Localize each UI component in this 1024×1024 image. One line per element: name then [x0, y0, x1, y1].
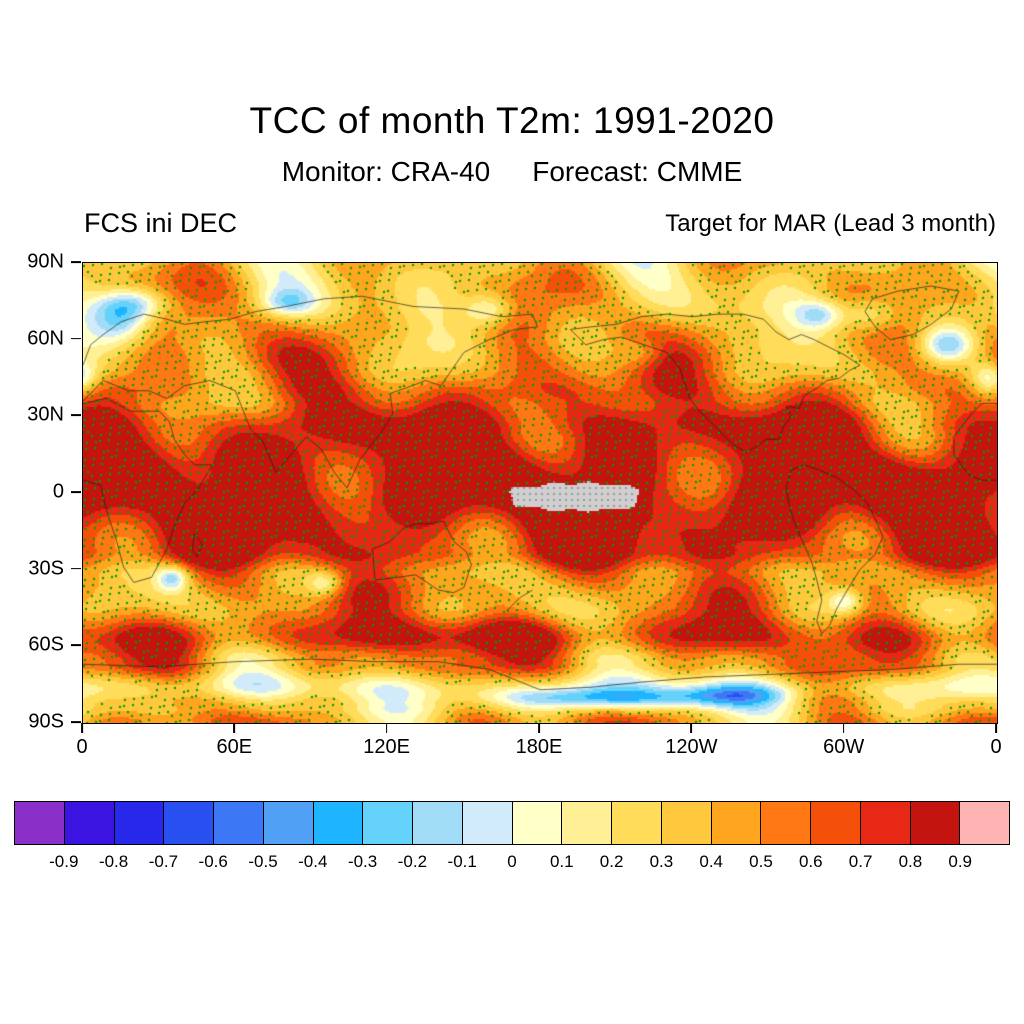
- y-axis-tick-mark: [71, 414, 81, 417]
- colorbar-segment: [113, 802, 164, 844]
- y-axis-tick-mark: [71, 491, 81, 493]
- colorbar-segment: [561, 802, 611, 844]
- colorbar-tick-label: -0.4: [298, 852, 328, 871]
- colorbar-tick-label: 0.1: [549, 852, 574, 871]
- colorbar-segment: [810, 802, 860, 844]
- colorbar-segment: [213, 802, 263, 844]
- x-axis-tick-label: 0: [76, 736, 88, 758]
- colorbar: [14, 801, 1010, 845]
- map-canvas: [83, 263, 997, 723]
- y-axis-tick-mark: [71, 721, 81, 723]
- colorbar-segment: [909, 802, 960, 844]
- colorbar-segment: [15, 802, 64, 844]
- x-axis-tick-mark: [233, 723, 236, 733]
- target-label: Target for MAR (Lead 3 month): [665, 210, 996, 237]
- colorbar-segment: [262, 802, 313, 844]
- figure-subtitle: Monitor: CRA-40 Forecast: CMME: [0, 156, 1024, 188]
- colorbar-tick-label: -0.6: [198, 852, 228, 871]
- y-axis-tick-label: 30S: [28, 557, 64, 580]
- colorbar-segment: [660, 802, 711, 844]
- colorbar-segment: [412, 802, 462, 844]
- colorbar-tick-label: 0.5: [749, 852, 773, 871]
- colorbar-tick-label: -0.3: [347, 852, 378, 871]
- colorbar-segment: [959, 802, 1009, 844]
- x-axis-tick-label: 120W: [665, 736, 718, 758]
- init-label: FCS ini DEC: [84, 208, 238, 238]
- monitor-label: Monitor: CRA-40: [281, 156, 491, 187]
- x-axis-tick-label: 60E: [216, 736, 253, 758]
- colorbar-tick-label: 0.2: [599, 852, 624, 871]
- y-axis-tick-label: 60N: [27, 327, 64, 350]
- x-axis-tick-mark: [842, 723, 845, 733]
- forecast-label: Forecast: CMME: [532, 156, 743, 187]
- x-axis-tick-label: 120E: [363, 736, 411, 758]
- x-axis-tick-label: 0: [990, 736, 1002, 758]
- colorbar-segment: [362, 802, 412, 844]
- x-axis-tick-mark: [538, 723, 540, 733]
- y-axis-tick-mark: [71, 644, 81, 647]
- x-axis-tick-mark: [995, 723, 997, 733]
- colorbar-segment: [611, 802, 661, 844]
- x-axis-tick-mark: [690, 723, 693, 733]
- colorbar-tick-label: -0.8: [98, 852, 129, 871]
- y-axis-tick-mark: [71, 261, 81, 263]
- colorbar-segment: [312, 802, 363, 844]
- colorbar-tick-label: -0.9: [49, 852, 79, 871]
- y-axis-tick-label: 60S: [28, 633, 64, 656]
- colorbar-segment: [63, 802, 114, 844]
- colorbar-tick-label: 0.4: [699, 852, 724, 871]
- colorbar-segment: [760, 802, 810, 844]
- y-axis-tick-label: 90N: [27, 250, 64, 273]
- colorbar-segment: [461, 802, 512, 844]
- colorbar-tick-label: 0.6: [798, 852, 823, 871]
- colorbar-tick-label: 0.9: [948, 852, 973, 871]
- colorbar-tick-label: -0.7: [148, 852, 179, 871]
- colorbar-tick-label: -0.1: [447, 852, 477, 871]
- y-axis-tick-mark: [71, 337, 81, 340]
- colorbar-tick-label: 0.8: [898, 852, 923, 871]
- x-axis-tick-mark: [81, 723, 83, 733]
- y-axis-tick-mark: [71, 567, 81, 570]
- colorbar-tick-label: -0.5: [248, 852, 278, 871]
- y-axis-tick-label: 30N: [27, 403, 64, 426]
- figure-title: TCC of month T2m: 1991-2020: [249, 100, 775, 141]
- x-axis-tick-label: 180E: [515, 736, 563, 758]
- x-axis-tick-label: 60W: [823, 736, 865, 758]
- map-panel: [82, 262, 998, 724]
- colorbar-tick-label: 0.7: [848, 852, 873, 871]
- colorbar-segment: [859, 802, 910, 844]
- colorbar-tick-label: -0.2: [397, 852, 428, 871]
- y-axis-tick-label: 90S: [28, 710, 64, 733]
- colorbar-segment: [710, 802, 761, 844]
- colorbar-tick-label: 0.3: [649, 852, 674, 871]
- colorbar-tick-label: 0: [507, 852, 517, 871]
- x-axis-tick-mark: [385, 723, 388, 733]
- y-axis-tick-label: 0: [52, 480, 64, 503]
- colorbar-segment: [163, 802, 213, 844]
- colorbar-segment: [511, 802, 562, 844]
